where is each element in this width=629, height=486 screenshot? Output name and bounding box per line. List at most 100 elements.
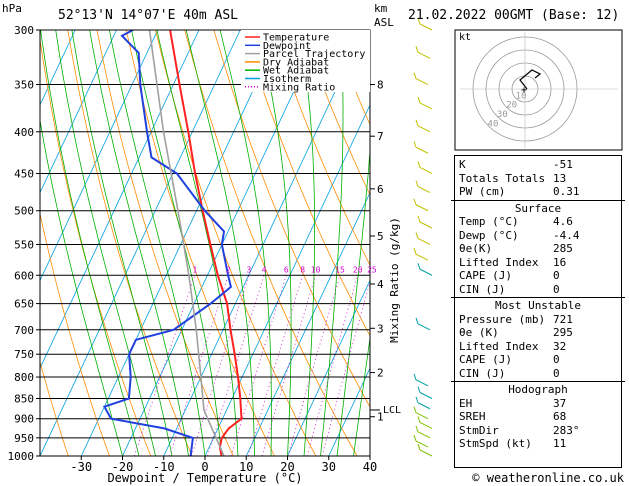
pressure-tick-label: 400	[14, 126, 34, 139]
dewpoint-profile	[102, 30, 233, 456]
mixing-ratio-line	[169, 275, 229, 456]
index-row: Lifted Index 16	[459, 256, 617, 269]
dry-adiabat-line	[96, 30, 234, 456]
dry-adiabat-line	[40, 360, 69, 456]
wind-barb	[415, 180, 431, 194]
right-unit-asl: ASL	[374, 16, 394, 29]
pressure-tick-label: 950	[14, 432, 34, 445]
index-row: Totals Totals 13	[459, 172, 617, 185]
wind-barb	[417, 443, 433, 457]
wind-barb	[417, 386, 433, 399]
wind-barb	[415, 119, 431, 133]
legend-entry: Parcel Trajectory	[263, 49, 365, 60]
x-tick-label: -10	[153, 460, 175, 474]
wind-barb	[413, 72, 429, 85]
legend-box	[241, 30, 370, 92]
isotherm-line	[40, 30, 76, 106]
legend-entry: Dry Adiabat	[263, 57, 329, 68]
index-row: θe(K) 285	[459, 242, 617, 255]
lcl-label: LCL	[383, 405, 401, 416]
x-tick-label: 40	[363, 460, 377, 474]
pressure-tick-label: 550	[14, 238, 34, 251]
hodograph-unit: kt	[459, 32, 471, 43]
index-name: StmSpd (kt)	[459, 437, 532, 450]
wet-adiabat-line	[353, 335, 370, 456]
x-axis-title: Dewpoint / Temperature (°C)	[107, 471, 302, 485]
hodograph-frame	[454, 29, 623, 151]
index-value: 283°	[553, 423, 580, 437]
index-name: Pressure (mb)	[459, 312, 546, 326]
index-name: Totals Totals	[459, 171, 546, 185]
index-name: Dewp (°C)	[459, 228, 519, 242]
dry-adiabat-line	[623, 30, 629, 456]
hodograph-ring-label: 10	[516, 91, 527, 101]
km-tick-label: 8	[377, 79, 384, 92]
pressure-tick-label: 650	[14, 298, 34, 311]
index-name: SREH	[459, 410, 486, 423]
pressure-tick-label: 1000	[8, 450, 35, 463]
index-row: Pressure (mb) 721	[459, 313, 617, 326]
hodograph-ring-label: 20	[506, 101, 517, 111]
mixing-ratio-label: 25	[367, 265, 377, 274]
index-value: 13	[553, 171, 567, 185]
index-row: K -51	[459, 158, 617, 171]
pressure-tick-label: 750	[14, 348, 34, 361]
index-value: 68	[553, 410, 567, 423]
index-row: PW (cm) 0.31	[459, 185, 617, 198]
wind-barb	[417, 416, 433, 429]
mixing-ratio-label: 4	[262, 265, 267, 274]
x-tick-label: 20	[280, 460, 294, 474]
index-value: 37	[553, 396, 567, 410]
table-divider	[451, 381, 625, 382]
km-tick-label: 6	[377, 183, 384, 196]
mixing-ratio-label: 2	[226, 265, 231, 274]
isotherm-line	[287, 279, 370, 456]
wind-barb	[415, 396, 431, 410]
mixing-ratio-label: 15	[335, 265, 345, 274]
section-title: Hodograph	[508, 383, 568, 396]
index-name: EH	[459, 396, 473, 410]
pressure-tick-label: 450	[14, 167, 34, 180]
right-unit-km: km	[374, 2, 388, 15]
footer-credit: © weatheronline.co.uk	[472, 471, 624, 485]
mixing-ratio-label: 3	[247, 265, 252, 274]
x-tick-label: -30	[70, 460, 92, 474]
index-name: StmDir	[459, 423, 499, 437]
pressure-tick-label: 850	[14, 392, 34, 405]
wind-barb	[415, 425, 431, 439]
mixing-ratio-line	[287, 275, 341, 456]
wet-adiabat-line	[299, 30, 316, 456]
wet-adiabat-line	[40, 30, 140, 456]
km-tick-label: 4	[377, 278, 384, 291]
index-row: StmDir 283°	[459, 424, 617, 437]
mixing-ratio-line	[321, 280, 370, 456]
index-value: 11	[553, 437, 567, 450]
indices-table: K -51 Totals Totals 13 PW (cm) 0.31 Surface Tem…	[451, 155, 625, 468]
index-name: Lifted Index	[459, 339, 539, 353]
mixing-ratio-line	[248, 275, 303, 456]
index-value: 295	[553, 326, 573, 339]
pressure-tick-label: 700	[14, 324, 34, 337]
dry-adiabat-line	[301, 30, 370, 196]
index-name: Temp (°C)	[459, 215, 519, 228]
km-tick-label: 1	[377, 411, 384, 424]
wet-adiabat-line	[40, 118, 123, 456]
index-row: CIN (J) 0	[459, 367, 617, 380]
hodograph-ring-label: 30	[497, 110, 508, 120]
index-value: 0.31	[553, 185, 580, 198]
wind-barb	[417, 161, 433, 174]
wind-barb	[413, 373, 429, 387]
mixing-ratio-label: 20	[353, 265, 363, 274]
pressure-tick-label: 900	[14, 413, 34, 426]
index-value: 721	[553, 312, 573, 326]
mixing-ratio-line	[306, 275, 359, 456]
table-divider	[451, 297, 625, 298]
wind-barb	[415, 317, 431, 331]
mixing-ratio-label: 8	[300, 265, 305, 274]
left-unit-label: hPa	[2, 2, 22, 15]
parcel-trajectory	[148, 30, 225, 456]
legend-entry: Temperature	[263, 33, 329, 44]
